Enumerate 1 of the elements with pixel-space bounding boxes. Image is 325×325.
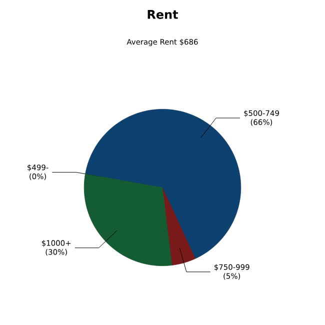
chart-title: Rent <box>148 10 178 19</box>
